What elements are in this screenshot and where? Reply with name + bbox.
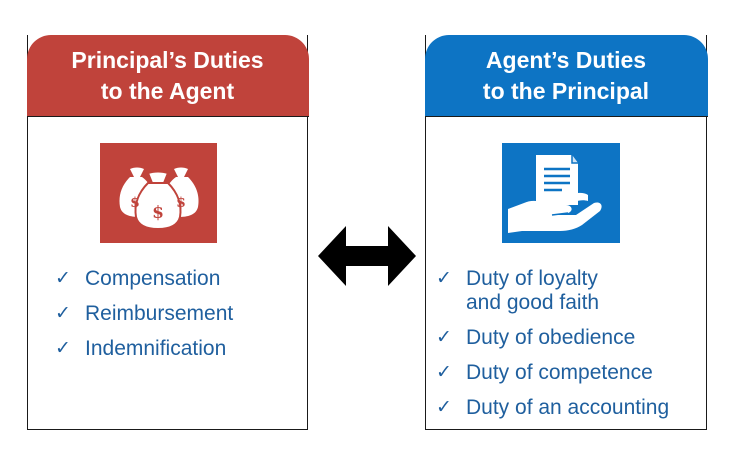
item-text: Indemnification (85, 337, 227, 360)
dollar-sign-center: $ (152, 203, 164, 223)
principal-title-line2: to the Agent (100, 77, 235, 104)
item-text: Compensation (85, 267, 221, 290)
check-icon: ✓ (436, 268, 452, 289)
check-icon: ✓ (436, 327, 452, 348)
principal-title-line1: Principal’s Duties (71, 46, 264, 73)
agent-title-line1: Agent’s Duties (485, 46, 647, 73)
list-item: ✓ Indemnification (55, 337, 233, 361)
agent-duties-list: ✓ Duty of loyalty and good faith ✓ Duty … (436, 267, 669, 431)
dollar-sign-left: $ (130, 195, 140, 211)
item-text: Reimbursement (85, 302, 234, 325)
list-item: ✓ Duty of loyalty and good faith (436, 267, 669, 315)
item-text: Duty of competence (466, 361, 653, 384)
principal-duties-card: Principal’s Duties to the Agent $ $ $ (26, 35, 309, 430)
double-arrow-icon (318, 226, 416, 286)
item-text: Duty of obedience (466, 326, 636, 349)
check-icon: ✓ (55, 303, 71, 324)
check-icon: ✓ (55, 338, 71, 359)
check-icon: ✓ (436, 397, 452, 418)
list-item: ✓ Reimbursement (55, 302, 233, 326)
item-text-line2: and good faith (466, 291, 600, 314)
document-in-hand-icon (502, 143, 620, 243)
dollar-sign-right: $ (176, 195, 186, 211)
list-item: ✓ Duty of an accounting (436, 396, 669, 420)
item-text-line1: Duty of loyalty (466, 267, 598, 290)
agent-duties-card: Agent’s Duties to the Principal ✓ Duty o… (424, 35, 708, 431)
principal-duties-header: Principal’s Duties to the Agent (26, 35, 309, 117)
item-text: Duty of an accounting (466, 396, 670, 419)
list-item: ✓ Duty of obedience (436, 326, 669, 350)
list-item: ✓ Compensation (55, 267, 233, 291)
item-text: Duty of loyalty and good faith (466, 267, 599, 315)
agent-title-line2: to the Principal (482, 77, 650, 104)
check-icon: ✓ (55, 268, 71, 289)
list-item: ✓ Duty of competence (436, 361, 669, 385)
agent-duties-header: Agent’s Duties to the Principal (424, 35, 708, 117)
principal-duties-list: ✓ Compensation ✓ Reimbursement ✓ Indemni… (55, 267, 233, 372)
check-icon: ✓ (436, 362, 452, 383)
money-bags-icon: $ $ $ (100, 143, 217, 243)
